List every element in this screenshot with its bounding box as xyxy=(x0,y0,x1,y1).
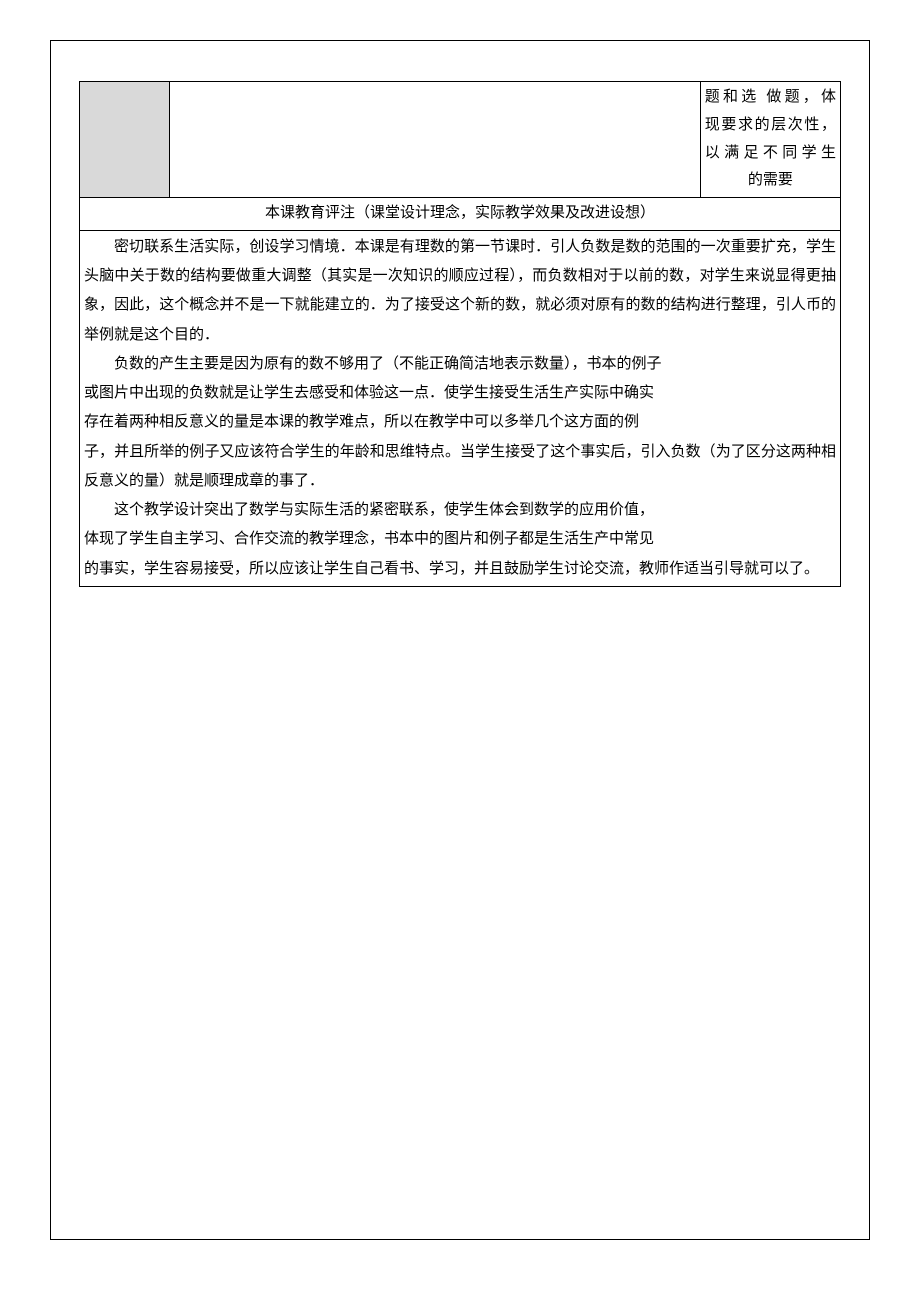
section-header-row: 本课教育评注（课堂设计理念，实际教学效果及改进设想） xyxy=(80,198,841,231)
page-frame: 题和选 做题，体 现要求的层次性， 以满足不同学生 的需要 本课教育评注（课堂设… xyxy=(50,40,870,1240)
note-cell: 题和选 做题，体 现要求的层次性， 以满足不同学生 的需要 xyxy=(700,82,840,198)
section-header: 本课教育评注（课堂设计理念，实际教学效果及改进设想） xyxy=(80,198,841,231)
paragraph: 体现了学生自主学习、合作交流的教学理念，书本中的图片和例子都是生活生产中常见 xyxy=(84,525,836,554)
lesson-table: 题和选 做题，体 现要求的层次性， 以满足不同学生 的需要 本课教育评注（课堂设… xyxy=(79,81,841,587)
commentary-cell: 密切联系生活实际，创设学习情境．本课是有理数的第一节课时．引人负数是数的范围的一… xyxy=(80,230,841,586)
document-page: 题和选 做题，体 现要求的层次性， 以满足不同学生 的需要 本课教育评注（课堂设… xyxy=(0,0,920,1300)
paragraph: 存在着两种相反意义的量是本课的教学难点，所以在教学中可以多举几个这方面的例 xyxy=(84,408,836,437)
paragraph: 这个教学设计突出了数学与实际生活的紧密联系，使学生体会到数学的应用价值， xyxy=(84,496,836,525)
note-text: 题和选 做题，体 xyxy=(705,89,836,105)
paragraph: 负数的产生主要是因为原有的数不够用了（不能正确简洁地表示数量），书本的例子 xyxy=(84,350,836,379)
paragraph: 密切联系生活实际，创设学习情境．本课是有理数的第一节课时．引人负数是数的范围的一… xyxy=(84,233,836,350)
label-cell xyxy=(80,82,170,198)
paragraph: 或图片中出现的负数就是让学生去感受和体验这一点．使学生接受生活生产实际中确实 xyxy=(84,379,836,408)
table-row: 密切联系生活实际，创设学习情境．本课是有理数的第一节课时．引人负数是数的范围的一… xyxy=(80,230,841,586)
paragraph: 子，并且所举的例子又应该符合学生的年龄和思维特点。当学生接受了这个事实后，引入负… xyxy=(84,438,836,497)
note-text: 以满足不同学生 xyxy=(705,145,836,161)
paragraph: 的事实，学生容易接受，所以应该让学生自己看书、学习，并且鼓励学生讨论交流，教师作… xyxy=(84,555,836,584)
note-text: 现要求的层次性， xyxy=(705,117,836,133)
note-text: 的需要 xyxy=(705,167,836,195)
content-cell xyxy=(170,82,701,198)
table-row: 题和选 做题，体 现要求的层次性， 以满足不同学生 的需要 xyxy=(80,82,841,198)
